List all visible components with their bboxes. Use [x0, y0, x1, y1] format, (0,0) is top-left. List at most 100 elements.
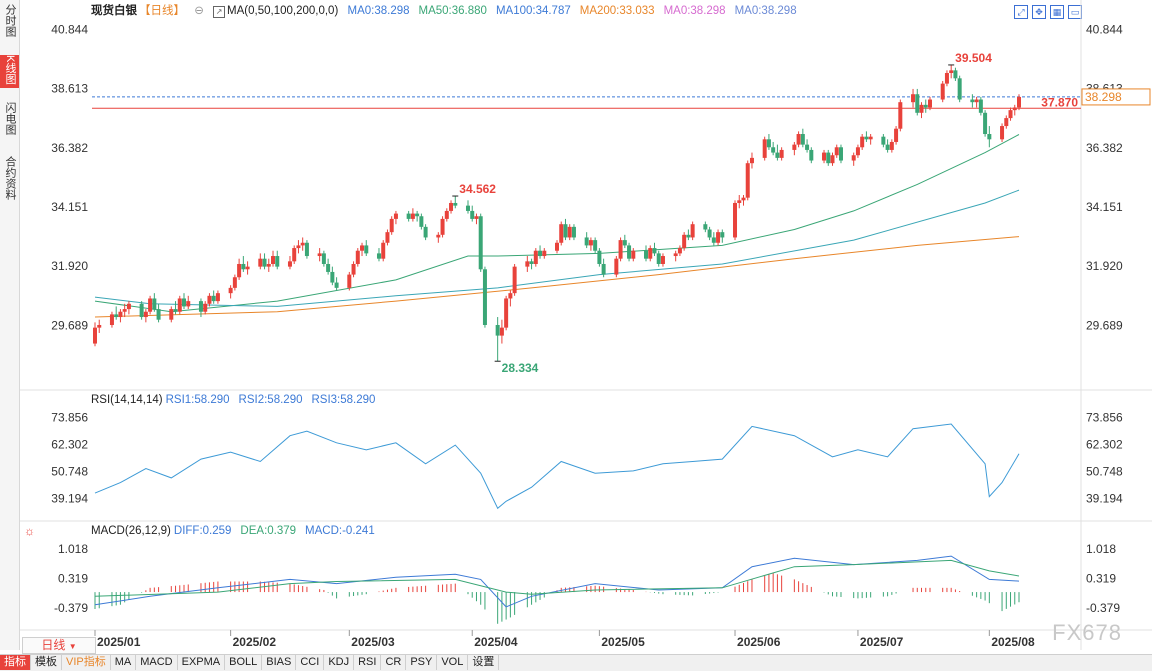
arrows-icon[interactable]: ✥: [1032, 5, 1046, 19]
candle-body: [885, 144, 890, 150]
candle-body: [627, 245, 632, 259]
rsi-params: RSI(14,14,14): [91, 394, 163, 406]
candle-body: [169, 309, 174, 320]
indicator-tab-expma[interactable]: EXPMA: [178, 655, 226, 670]
candle-body: [173, 309, 178, 312]
candle-body: [622, 240, 627, 246]
y-tick-label: 73.856: [1086, 410, 1123, 424]
candle-body: [525, 261, 530, 267]
candle-body: [652, 248, 657, 254]
x-tick-label: 2025/05: [601, 635, 645, 649]
candle-body: [198, 301, 203, 312]
y-tick-label: 36.382: [1086, 141, 1123, 155]
main-legend: 现货白银 【日线】 ⊖ ↗ MA(0,50,100,200,0,0) MA0:38.…: [91, 2, 812, 18]
tab-label: 合约资料: [4, 156, 16, 200]
candle-body: [779, 149, 784, 158]
ma-values: MA0:38.298 MA50:36.880 MA100:34.787 MA200:3…: [348, 5, 806, 17]
candle-body: [686, 234, 691, 238]
candle-body: [262, 258, 267, 267]
indicator-tab-boll[interactable]: BOLL: [225, 655, 263, 670]
candle-body: [919, 104, 924, 113]
candle-body: [571, 226, 576, 238]
y-tick-label: 29.689: [1086, 318, 1123, 332]
y-tick-label: 50.748: [1086, 464, 1123, 478]
high-annotation: 39.504: [955, 51, 992, 65]
indicator-tab-vol[interactable]: VOL: [437, 655, 469, 670]
candle-body: [266, 263, 271, 267]
candle-body: [292, 248, 297, 262]
candle-body: [177, 298, 182, 312]
candle-body: [584, 237, 589, 246]
candle-body: [385, 232, 390, 243]
tab-kline[interactable]: K线图: [0, 55, 19, 89]
y-tick-label: 29.689: [51, 318, 88, 332]
tab-flash[interactable]: 闪电图: [0, 102, 19, 139]
macd-values: DIFF:0.259 DEA:0.379 MACD:-0.241: [174, 525, 384, 537]
x-tick-label: 2025/04: [474, 635, 518, 649]
indicator-tab-vip指标[interactable]: VIP指标: [62, 655, 111, 670]
y-tick-label: 1.018: [58, 542, 88, 556]
candle-body: [733, 202, 738, 238]
y-tick-label: 1.018: [1086, 542, 1116, 556]
y-tick-label: 50.748: [51, 464, 88, 478]
candle-body: [771, 147, 776, 153]
candle-body: [703, 224, 708, 230]
indicator-tab-模板[interactable]: 模板: [31, 655, 62, 670]
candle-body: [597, 250, 602, 264]
candle-body: [974, 99, 979, 103]
candle-body: [822, 152, 827, 161]
tab-contract[interactable]: 合约资料: [0, 156, 19, 204]
candle-body: [601, 263, 606, 275]
period-button[interactable]: 日线 ▼: [22, 637, 96, 654]
y-tick-label: 39.194: [51, 491, 88, 505]
candle-body: [465, 205, 470, 211]
candle-body: [504, 298, 509, 328]
candle-body: [953, 70, 958, 79]
settings-icon[interactable]: ⊖: [194, 5, 204, 17]
candle-body: [1008, 110, 1013, 119]
candle-body: [707, 229, 712, 238]
macd-target-icon[interactable]: ☼: [24, 524, 35, 538]
y-tick-label: 40.844: [51, 22, 88, 36]
candle-body: [287, 261, 292, 267]
legend-value: DIFF:0.259: [173, 525, 232, 537]
candle-body: [881, 136, 886, 145]
indicator-tab-macd[interactable]: MACD: [136, 655, 178, 670]
candle-body: [410, 213, 415, 219]
candle-body: [987, 134, 992, 140]
candle-body: [232, 277, 237, 288]
indicator-tab-psy[interactable]: PSY: [406, 655, 438, 670]
indicator-tab-kdj[interactable]: KDJ: [324, 655, 355, 670]
legend-value: MA200:33.033: [579, 5, 655, 17]
y-tick-label: -0.379: [1086, 601, 1120, 615]
candle-body: [114, 314, 119, 318]
candle-body: [796, 134, 801, 145]
y-tick-label: 31.920: [51, 259, 88, 273]
grid-icon[interactable]: ▦: [1050, 5, 1064, 19]
indicator-tab-指标[interactable]: 指标: [0, 655, 31, 670]
macd-dea-line: [94, 559, 1020, 597]
candle-body: [126, 303, 131, 310]
candle-body: [563, 224, 568, 238]
indicator-tab-cci[interactable]: CCI: [296, 655, 325, 670]
candle-body: [271, 256, 276, 264]
ma-indicator-icon[interactable]: ↗: [213, 6, 226, 18]
candle-body: [720, 232, 725, 238]
tab-timeshare[interactable]: 分时图: [0, 4, 19, 41]
expand-icon[interactable]: ⤢: [1014, 5, 1028, 19]
indicator-tab-设置[interactable]: 设置: [468, 655, 500, 670]
y-tick-label: 36.382: [51, 141, 88, 155]
indicator-tab-rsi[interactable]: RSI: [354, 655, 382, 670]
candle-body: [677, 248, 682, 254]
candle-body: [983, 112, 988, 135]
candle-body: [529, 261, 534, 264]
indicator-tab-ma[interactable]: MA: [111, 655, 137, 670]
indicator-tab-bias[interactable]: BIAS: [262, 655, 297, 670]
candle-body: [915, 94, 920, 113]
candle-body: [673, 253, 678, 257]
indicator-tab-cr[interactable]: CR: [381, 655, 407, 670]
candle-body: [453, 202, 458, 206]
candle-body: [203, 303, 208, 312]
candle-body: [656, 253, 661, 264]
candle-body: [762, 139, 767, 158]
